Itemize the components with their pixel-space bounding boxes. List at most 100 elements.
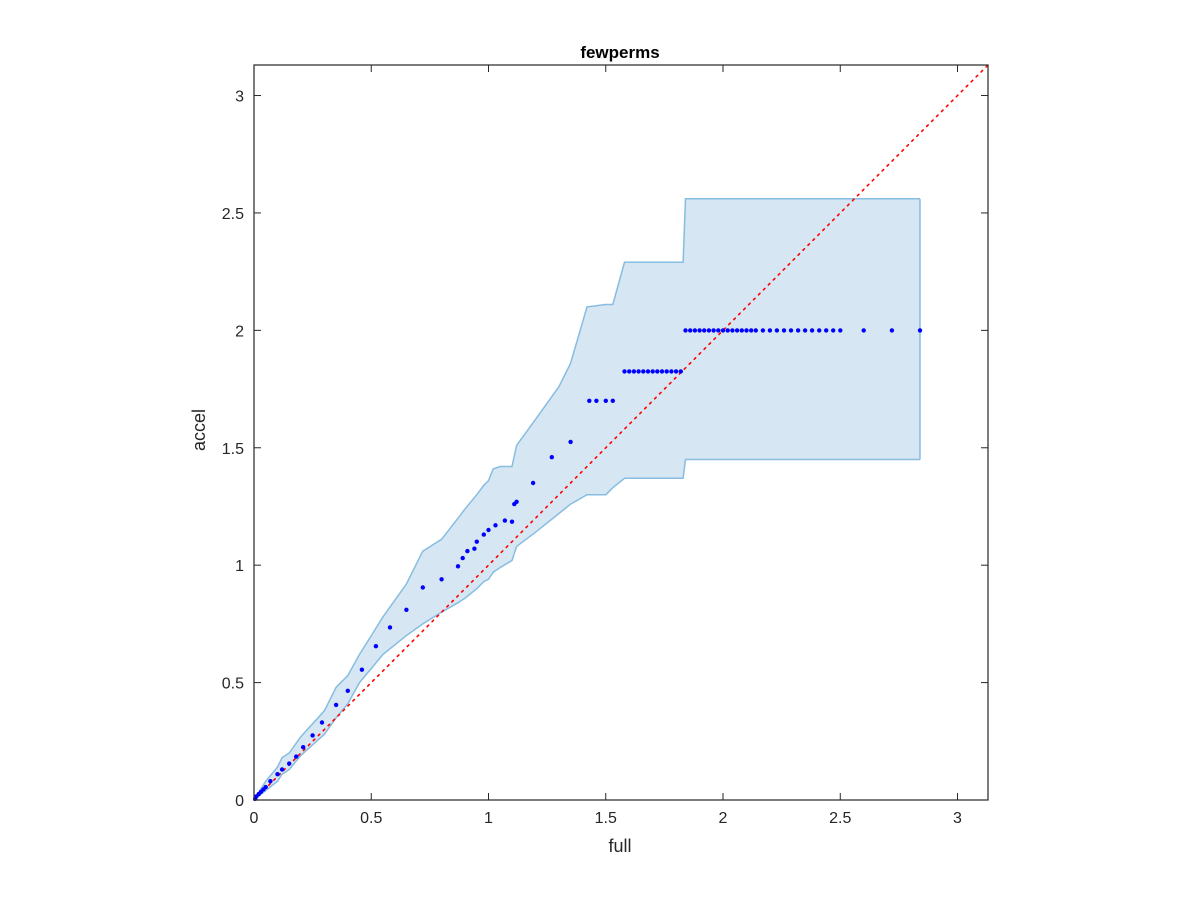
x-axis-label: full xyxy=(608,836,631,856)
data-point xyxy=(294,754,299,759)
data-point xyxy=(917,328,923,333)
data-point xyxy=(664,369,669,374)
data-point xyxy=(359,667,365,672)
y-tick-label: 1.5 xyxy=(222,441,244,458)
x-tick-label: 3 xyxy=(953,810,962,827)
data-point xyxy=(514,499,519,504)
y-tick-label: 2 xyxy=(235,323,244,340)
data-point xyxy=(373,644,379,649)
data-point xyxy=(669,369,674,374)
data-point xyxy=(716,328,721,333)
data-point xyxy=(809,328,815,333)
data-point xyxy=(802,328,808,333)
data-point xyxy=(795,328,801,333)
data-point xyxy=(275,772,280,777)
data-point xyxy=(720,328,726,333)
data-point xyxy=(587,398,592,403)
chart-title: fewperms xyxy=(580,43,659,62)
data-point xyxy=(692,328,698,333)
data-point xyxy=(734,328,740,333)
y-axis-label: accel xyxy=(189,409,209,451)
y-tick-label: 0 xyxy=(235,793,244,810)
data-point xyxy=(319,720,325,725)
band-upper-line xyxy=(253,198,920,801)
data-point xyxy=(645,369,651,374)
data-point xyxy=(486,527,491,533)
data-point xyxy=(749,328,754,333)
data-point xyxy=(817,328,822,333)
data-point xyxy=(387,625,393,630)
plot-area: 0 0.5 1 1.5 2 2.5 3 0 0.5 1 1.5 2 2.5 3 xyxy=(222,64,989,827)
data-point xyxy=(730,328,735,333)
data-point xyxy=(767,328,773,333)
data-point xyxy=(636,369,641,374)
data-point xyxy=(530,480,536,486)
data-point xyxy=(788,328,794,333)
data-point xyxy=(655,369,660,374)
y-tick-label: 3 xyxy=(235,89,244,106)
data-point xyxy=(889,328,895,333)
data-point xyxy=(465,548,470,554)
data-point xyxy=(824,328,829,333)
band-fill xyxy=(254,198,920,801)
data-point xyxy=(831,328,836,333)
data-point xyxy=(631,369,637,374)
data-point xyxy=(659,369,665,374)
data-point xyxy=(627,369,632,374)
data-point xyxy=(509,519,515,524)
data-point xyxy=(673,369,679,374)
data-point xyxy=(683,328,688,333)
y-tick-label: 2.5 xyxy=(222,206,244,223)
data-point xyxy=(420,585,425,590)
data-point xyxy=(279,767,285,772)
data-point xyxy=(474,539,479,544)
x-tick-label: 2.5 xyxy=(829,810,851,827)
data-point xyxy=(568,439,573,445)
data-point xyxy=(622,369,627,374)
data-point xyxy=(493,523,498,528)
data-point xyxy=(455,564,461,569)
data-point xyxy=(301,745,306,750)
data-point xyxy=(861,328,866,333)
data-point xyxy=(650,369,655,374)
data-point xyxy=(688,328,693,333)
data-point xyxy=(502,518,508,523)
data-point xyxy=(481,532,486,537)
data-point xyxy=(345,688,350,693)
data-point xyxy=(725,328,730,333)
y-tick-label: 1 xyxy=(235,558,244,575)
data-point xyxy=(744,328,749,333)
data-point xyxy=(404,607,409,612)
data-point xyxy=(460,555,465,561)
data-point xyxy=(711,328,716,333)
x-tick-label: 0.5 xyxy=(360,810,382,827)
data-point xyxy=(678,369,683,374)
x-tick-label: 0 xyxy=(250,810,259,827)
x-tick-label: 2 xyxy=(719,810,728,827)
data-point xyxy=(287,761,292,766)
data-point xyxy=(549,455,554,460)
data-point xyxy=(760,328,766,333)
band-lower-line xyxy=(253,458,920,801)
data-point xyxy=(333,702,339,708)
data-point xyxy=(781,328,787,333)
data-point xyxy=(263,784,268,790)
axes-box xyxy=(253,64,989,801)
data-point xyxy=(697,328,702,333)
x-tick-label: 1.5 xyxy=(595,810,617,827)
data-point xyxy=(774,328,780,333)
data-point xyxy=(706,328,712,333)
x-tick-label: 1 xyxy=(484,810,493,827)
reference-line xyxy=(253,64,989,801)
data-point xyxy=(702,328,707,333)
data-point xyxy=(472,546,477,551)
data-point xyxy=(610,398,615,403)
data-point xyxy=(594,398,599,403)
y-tick-label: 0.5 xyxy=(222,676,244,693)
data-point xyxy=(753,328,758,333)
data-point xyxy=(439,577,444,582)
data-point xyxy=(603,398,608,403)
data-point xyxy=(739,328,744,333)
data-point xyxy=(268,779,273,784)
